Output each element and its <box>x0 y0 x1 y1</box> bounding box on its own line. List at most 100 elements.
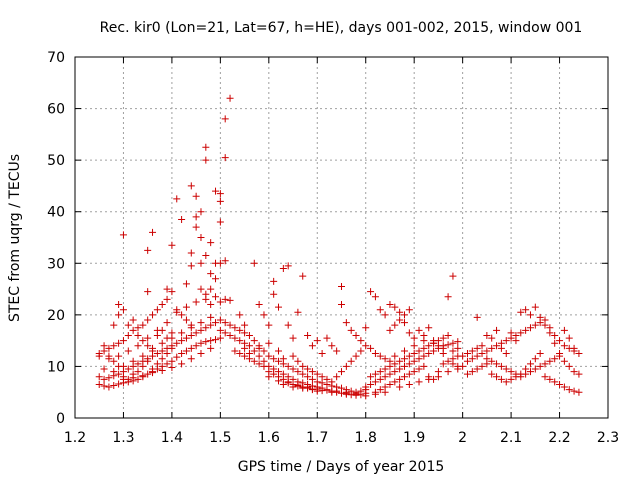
data-point <box>139 362 147 370</box>
data-point <box>575 388 583 396</box>
x-tick-label: 2.3 <box>597 430 619 446</box>
data-point <box>376 306 384 314</box>
data-point <box>425 342 433 350</box>
data-point <box>357 347 365 355</box>
data-point <box>396 383 404 391</box>
chart-title: Rec. kir0 (Lon=21, Lat=67, h=HE), days 0… <box>100 20 583 36</box>
axis-ticks: 1.2 1.3 1.4 1.5 1.6 1.7 1.8 1.9 2 2.1 2.2 2.3 0 10 20 3… <box>47 50 619 446</box>
data-point <box>289 352 297 360</box>
data-point <box>502 378 510 386</box>
x-tick-label: 2 <box>458 430 467 446</box>
data-point <box>420 362 428 370</box>
data-point <box>449 339 457 347</box>
data-point <box>560 326 568 334</box>
data-point <box>284 321 292 329</box>
data-point <box>187 182 195 190</box>
data-point <box>226 296 234 304</box>
data-point <box>119 231 127 239</box>
data-point <box>158 301 166 309</box>
data-point <box>396 316 404 324</box>
data-point <box>124 365 132 373</box>
data-point <box>410 368 418 376</box>
data-point <box>473 352 481 360</box>
data-point <box>216 190 224 198</box>
data-point <box>362 383 370 391</box>
data-point <box>245 331 253 339</box>
data-point <box>425 324 433 332</box>
data-point <box>522 326 530 334</box>
data-point <box>187 344 195 352</box>
data-point <box>139 321 147 329</box>
data-point <box>134 368 142 376</box>
x-axis-label: GPS time / Days of year 2015 <box>238 459 445 475</box>
data-point <box>526 324 534 332</box>
x-tick-label: 1.8 <box>355 430 377 446</box>
data-point <box>531 303 539 311</box>
data-point <box>463 350 471 358</box>
data-point <box>255 344 263 352</box>
data-point <box>202 252 210 260</box>
data-point <box>226 321 234 329</box>
data-point <box>493 342 501 350</box>
data-point <box>182 280 190 288</box>
data-point <box>212 293 220 301</box>
data-point <box>134 375 142 383</box>
data-point <box>168 288 176 296</box>
data-point <box>149 369 157 377</box>
data-point <box>497 344 505 352</box>
data-point <box>294 357 302 365</box>
data-point <box>483 331 491 339</box>
data-point <box>212 275 220 283</box>
data-point <box>400 311 408 319</box>
data-point <box>168 363 176 371</box>
x-tick-label: 1.6 <box>258 430 280 446</box>
data-point <box>502 350 510 358</box>
data-point <box>289 383 297 391</box>
data-point <box>473 365 481 373</box>
data-point <box>110 321 118 329</box>
data-point <box>396 357 404 365</box>
data-point <box>318 350 326 358</box>
data-point <box>144 288 152 296</box>
data-point <box>197 326 205 334</box>
data-point <box>153 350 161 358</box>
data-point <box>202 338 210 346</box>
data-point <box>570 387 578 395</box>
data-point <box>178 337 186 345</box>
data-point <box>304 373 312 381</box>
data-point <box>478 362 486 370</box>
data-point <box>255 352 263 360</box>
data-point <box>173 339 181 347</box>
x-tick-label: 1.2 <box>64 430 86 446</box>
data-point <box>231 347 239 355</box>
data-point <box>526 360 534 368</box>
data-point <box>207 301 215 309</box>
data-point <box>386 301 394 309</box>
data-point <box>221 154 229 162</box>
data-point <box>250 347 258 355</box>
data-point <box>275 357 283 365</box>
data-point <box>192 342 200 350</box>
data-point <box>454 344 462 352</box>
data-point <box>178 215 186 223</box>
data-point <box>415 347 423 355</box>
data-point <box>463 357 471 365</box>
y-tick-label: 40 <box>47 205 65 221</box>
data-point <box>100 365 108 373</box>
data-point <box>304 383 312 391</box>
data-point <box>376 352 384 360</box>
data-point <box>541 360 549 368</box>
data-point <box>134 342 142 350</box>
data-point <box>560 342 568 350</box>
data-point <box>497 375 505 383</box>
data-point <box>551 339 559 347</box>
data-point <box>202 143 210 151</box>
data-point <box>565 386 573 394</box>
data-point <box>391 303 399 311</box>
x-tick-label: 1.5 <box>209 430 231 446</box>
data-point <box>570 368 578 376</box>
data-point <box>493 360 501 368</box>
data-point <box>391 360 399 368</box>
data-point <box>396 375 404 383</box>
